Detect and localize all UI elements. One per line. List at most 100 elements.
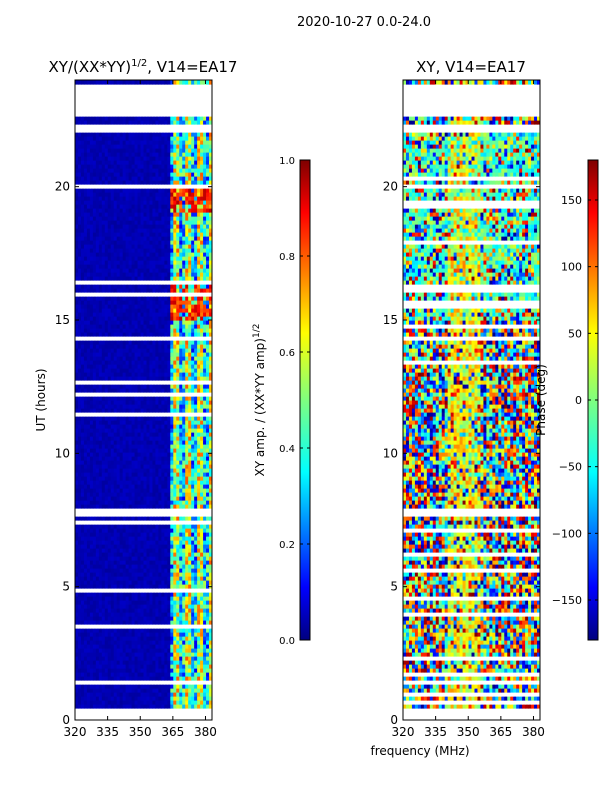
heatmap-cell bbox=[206, 692, 210, 697]
heatmap-cell bbox=[158, 652, 162, 657]
heatmap-cell bbox=[101, 580, 106, 585]
heatmap-cell bbox=[176, 688, 180, 693]
heatmap-cell bbox=[200, 568, 204, 573]
heatmap-cell bbox=[104, 444, 109, 449]
heatmap-cell bbox=[107, 668, 112, 673]
heatmap-cell bbox=[134, 592, 139, 597]
heatmap-cell bbox=[167, 320, 171, 325]
heatmap-cell bbox=[137, 560, 142, 565]
heatmap-cell bbox=[98, 684, 103, 689]
heatmap-cell bbox=[86, 600, 91, 605]
heatmap-cell bbox=[164, 556, 168, 561]
heatmap-cell bbox=[146, 656, 151, 661]
heatmap-cell bbox=[134, 568, 139, 573]
heatmap-cell bbox=[179, 288, 183, 293]
heatmap-cell bbox=[140, 396, 145, 401]
heatmap-cell bbox=[176, 580, 180, 585]
heatmap-cell bbox=[185, 592, 189, 597]
heatmap-cell bbox=[104, 696, 109, 701]
heatmap-cell bbox=[209, 320, 212, 325]
heatmap-cell bbox=[104, 512, 109, 517]
heatmap-cell bbox=[158, 316, 162, 321]
heatmap-cell bbox=[140, 400, 145, 405]
heatmap-cell bbox=[134, 436, 139, 441]
heatmap-cell bbox=[200, 696, 204, 701]
heatmap-cell bbox=[95, 624, 100, 629]
heatmap-cell bbox=[119, 432, 124, 437]
heatmap-cell bbox=[182, 464, 186, 469]
heatmap-cell bbox=[95, 676, 100, 681]
heatmap-cell bbox=[164, 520, 168, 525]
heatmap-cell bbox=[146, 488, 151, 493]
heatmap-cell bbox=[167, 620, 171, 625]
heatmap-cell bbox=[200, 408, 204, 413]
heatmap-cell bbox=[146, 668, 151, 673]
heatmap-cell bbox=[173, 420, 177, 425]
heatmap-cell bbox=[113, 376, 118, 381]
heatmap-cell bbox=[176, 556, 180, 561]
heatmap-cell bbox=[110, 440, 115, 445]
heatmap-cell bbox=[200, 504, 204, 509]
heatmap-cell bbox=[167, 312, 171, 317]
heatmap-cell bbox=[137, 536, 142, 541]
heatmap-cell bbox=[125, 580, 130, 585]
heatmap-cell bbox=[128, 664, 133, 669]
heatmap-cell bbox=[89, 340, 94, 345]
heatmap-cell bbox=[203, 596, 207, 601]
heatmap-cell bbox=[131, 544, 136, 549]
heatmap-cell bbox=[104, 344, 109, 349]
heatmap-cell bbox=[98, 448, 103, 453]
heatmap-cell bbox=[140, 660, 145, 665]
heatmap-cell bbox=[182, 688, 186, 693]
heatmap-cell bbox=[134, 648, 139, 653]
heatmap-cell bbox=[191, 300, 195, 305]
heatmap-cell bbox=[113, 484, 118, 489]
heatmap-cell bbox=[125, 636, 130, 641]
heatmap-cell bbox=[179, 296, 183, 301]
heatmap-cell bbox=[116, 308, 121, 313]
heatmap-cell bbox=[206, 476, 210, 481]
heatmap-cell bbox=[194, 368, 198, 373]
heatmap-cell bbox=[77, 524, 82, 529]
heatmap-cell bbox=[173, 292, 177, 297]
heatmap-cell bbox=[194, 640, 198, 645]
heatmap-cell bbox=[173, 496, 177, 501]
heatmap-cell bbox=[128, 324, 133, 329]
heatmap-cell bbox=[110, 636, 115, 641]
heatmap-cell bbox=[167, 524, 171, 529]
heatmap-cell bbox=[155, 568, 159, 573]
heatmap-cell bbox=[197, 312, 201, 317]
heatmap-cell bbox=[122, 396, 127, 401]
heatmap-cell bbox=[167, 680, 171, 685]
heatmap-cell bbox=[149, 584, 154, 589]
heatmap-cell bbox=[131, 404, 136, 409]
heatmap-cell bbox=[197, 424, 201, 429]
heatmap-cell bbox=[113, 392, 118, 397]
heatmap-cell bbox=[116, 364, 121, 369]
heatmap-cell bbox=[188, 632, 192, 637]
heatmap-cell bbox=[83, 448, 88, 453]
heatmap-cell bbox=[125, 344, 130, 349]
heatmap-cell bbox=[80, 576, 85, 581]
heatmap-cell bbox=[143, 344, 148, 349]
heatmap-cell bbox=[158, 604, 162, 609]
heatmap-cell bbox=[173, 452, 177, 457]
heatmap-cell bbox=[149, 652, 154, 657]
heatmap-cell bbox=[155, 508, 159, 513]
heatmap-cell bbox=[95, 648, 100, 653]
heatmap-cell bbox=[194, 628, 198, 633]
heatmap-cell bbox=[185, 512, 189, 517]
heatmap-cell bbox=[122, 604, 127, 609]
heatmap-cell bbox=[116, 480, 121, 485]
heatmap-cell bbox=[170, 644, 174, 649]
heatmap-cell bbox=[86, 468, 91, 473]
heatmap-cell bbox=[89, 284, 94, 289]
heatmap-cell bbox=[119, 596, 124, 601]
heatmap-cell bbox=[128, 684, 133, 689]
heatmap-cell bbox=[146, 344, 151, 349]
heatmap-cell bbox=[149, 680, 154, 685]
heatmap-cell bbox=[134, 696, 139, 701]
heatmap-cell bbox=[137, 692, 142, 697]
heatmap-cell bbox=[98, 412, 103, 417]
heatmap-cell bbox=[206, 520, 210, 525]
